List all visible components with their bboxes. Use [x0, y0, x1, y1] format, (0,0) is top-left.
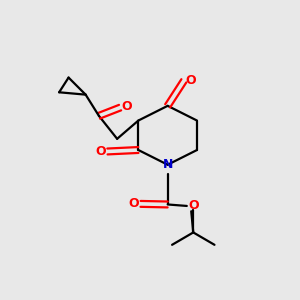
Text: N: N — [163, 158, 173, 171]
Text: O: O — [96, 145, 106, 158]
Text: O: O — [188, 200, 199, 212]
Text: O: O — [121, 100, 132, 112]
Text: O: O — [185, 74, 196, 87]
Text: O: O — [129, 197, 140, 210]
